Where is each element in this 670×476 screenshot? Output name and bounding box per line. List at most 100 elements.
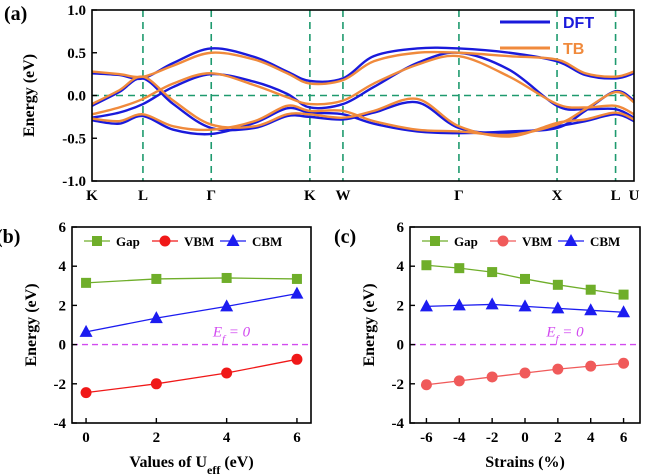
data-point-cbm bbox=[419, 299, 433, 312]
kpoint-label: K bbox=[304, 188, 316, 204]
y-tick-label: 4 bbox=[397, 259, 405, 275]
series-line-gap bbox=[86, 277, 297, 284]
data-point-vbm bbox=[618, 357, 630, 369]
series-line-vbm bbox=[85, 358, 298, 394]
legend-marker-gap bbox=[430, 236, 440, 246]
data-point-gap bbox=[585, 284, 596, 295]
legend-label-vbm: VBM bbox=[522, 234, 552, 249]
data-point-gap bbox=[618, 289, 629, 300]
legend-marker-cbm bbox=[226, 234, 240, 246]
data-point-gap bbox=[520, 273, 530, 284]
x-tick-label: 0 bbox=[82, 430, 90, 446]
y-tick-label: 0 bbox=[397, 338, 405, 354]
data-point-gap bbox=[421, 260, 432, 271]
kpoint-label: X bbox=[552, 188, 563, 204]
y-tick-label: -4 bbox=[392, 416, 405, 432]
data-point-cbm bbox=[518, 299, 532, 312]
data-point-cbm bbox=[584, 303, 598, 316]
legend-label-cbm: CBM bbox=[252, 234, 282, 249]
data-point-cbm bbox=[617, 305, 631, 318]
y-axis-label: Energy (eV) bbox=[23, 283, 40, 366]
y-tick-label: -1.0 bbox=[62, 174, 86, 190]
legend-marker-gap bbox=[92, 236, 102, 246]
x-tick-label: 0 bbox=[521, 430, 529, 446]
panel-label: (a) bbox=[4, 3, 27, 25]
data-point-vbm bbox=[453, 375, 465, 387]
legend-label-gap: Gap bbox=[116, 234, 140, 249]
kpoint-label: L bbox=[138, 188, 148, 204]
y-tick-label: -2 bbox=[392, 377, 405, 393]
y-tick-label: 2 bbox=[59, 298, 67, 314]
data-point-gap bbox=[151, 273, 162, 284]
plot-frame bbox=[71, 226, 312, 424]
data-point-cbm bbox=[220, 299, 234, 312]
y-tick-label: 0.0 bbox=[67, 89, 86, 105]
kpoint-label: U bbox=[629, 188, 640, 204]
data-point-vbm bbox=[420, 379, 432, 391]
band-line-tb bbox=[91, 54, 635, 116]
band-line-dft bbox=[91, 46, 635, 83]
data-point-cbm bbox=[149, 311, 163, 324]
x-tick-label: -4 bbox=[453, 430, 466, 446]
x-tick-label: 4 bbox=[587, 430, 595, 446]
fermi-level-annotation: Ef = 0 bbox=[545, 325, 584, 346]
y-tick-label: 0.5 bbox=[67, 46, 86, 62]
legend-marker-cbm bbox=[564, 234, 578, 246]
y-tick-label: 2 bbox=[397, 298, 405, 314]
data-point-cbm bbox=[485, 297, 499, 310]
band-line-dft bbox=[91, 77, 635, 135]
y-axis-label: Energy (eV) bbox=[21, 54, 38, 137]
y-axis-label: Energy (eV) bbox=[361, 283, 378, 366]
y-tick-label: 6 bbox=[397, 220, 405, 236]
x-tick-label: 2 bbox=[554, 430, 562, 446]
data-point-vbm bbox=[291, 353, 303, 365]
data-point-gap bbox=[291, 273, 302, 284]
data-point-cbm bbox=[551, 301, 565, 314]
band-line-tb bbox=[91, 50, 635, 86]
plot-frame bbox=[409, 226, 641, 424]
fermi-level-annotation: Ef = 0 bbox=[212, 325, 251, 346]
y-tick-label: 4 bbox=[59, 259, 67, 275]
kpoint-label: L bbox=[611, 188, 621, 204]
panel-label: (b) bbox=[0, 226, 20, 248]
y-tick-label: 0 bbox=[59, 338, 67, 354]
kpoint-label: Γ bbox=[206, 188, 216, 204]
legend-label-cbm: CBM bbox=[590, 234, 620, 249]
y-tick-label: 6 bbox=[59, 220, 67, 236]
data-point-gap bbox=[487, 267, 498, 278]
x-tick-label: 6 bbox=[293, 430, 301, 446]
data-point-vbm bbox=[80, 387, 92, 399]
data-point-cbm bbox=[452, 298, 466, 311]
data-point-vbm bbox=[221, 367, 233, 379]
x-tick-label: 4 bbox=[223, 430, 231, 446]
legend-label-dft: DFT bbox=[563, 15, 594, 32]
kpoint-label: W bbox=[335, 188, 350, 204]
data-point-vbm bbox=[486, 371, 498, 383]
y-tick-label: 1.0 bbox=[67, 3, 86, 19]
data-point-vbm bbox=[585, 360, 597, 372]
data-point-gap bbox=[552, 279, 563, 290]
x-tick-label: -6 bbox=[420, 430, 433, 446]
legend-label-vbm: VBM bbox=[184, 234, 214, 249]
data-point-gap bbox=[221, 272, 232, 283]
data-point-gap bbox=[454, 263, 465, 274]
x-tick-label: 6 bbox=[620, 430, 628, 446]
series-line-cbm bbox=[85, 293, 298, 333]
data-point-gap bbox=[81, 277, 92, 288]
x-tick-label: -2 bbox=[486, 430, 499, 446]
kpoint-label: K bbox=[86, 188, 98, 204]
legend-marker-vbm bbox=[159, 235, 171, 247]
y-tick-label: -0.5 bbox=[62, 131, 86, 147]
legend-marker-vbm bbox=[497, 235, 509, 247]
panel-label: (c) bbox=[334, 226, 356, 248]
panel-c: Ef = 0 -4 -2 0 2 4 6 -6 -4 -2 0 2 4 6 Energy (eV) Strai… bbox=[334, 220, 641, 471]
y-tick-label: -4 bbox=[54, 416, 67, 432]
data-point-cbm bbox=[79, 324, 93, 337]
band-line-tb bbox=[91, 75, 635, 138]
legend-label-tb: TB bbox=[563, 41, 584, 58]
panel-b: Ef = 0 -4 -2 0 2 4 6 0 2 4 6 Energy (eV) Values of U… bbox=[0, 220, 312, 476]
y-tick-label: -2 bbox=[54, 377, 67, 393]
kpoint-label: Γ bbox=[454, 188, 464, 204]
